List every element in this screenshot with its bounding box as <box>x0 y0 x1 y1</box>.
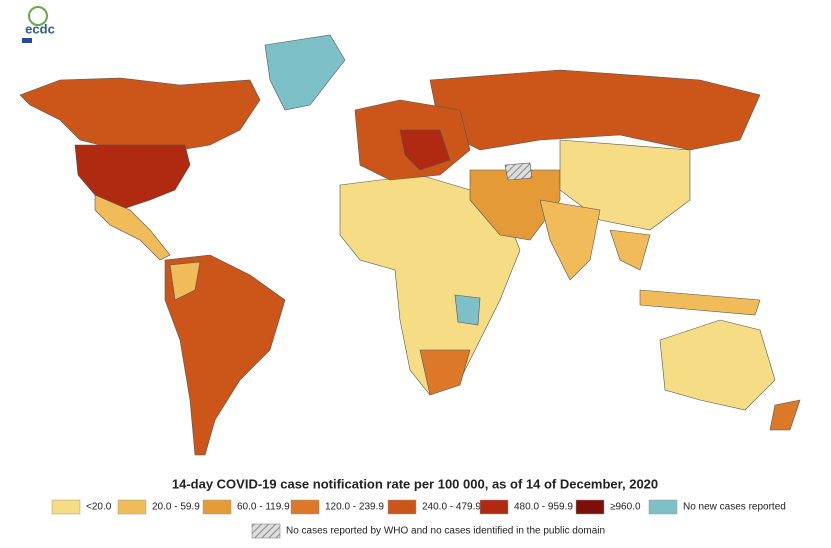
legend-label: ≥960.0 <box>610 502 641 513</box>
legend-swatch <box>51 499 81 515</box>
legend-swatch <box>575 499 605 515</box>
legend-swatch <box>117 499 147 515</box>
legend-label: No new cases reported <box>683 502 786 513</box>
world-map <box>19 34 801 456</box>
legend-swatch <box>387 499 417 515</box>
legend-label: <20.0 <box>86 502 112 513</box>
legend-label: 240.0 - 479.9 <box>422 502 481 513</box>
legend-swatch <box>648 499 678 515</box>
legend-swatch <box>202 499 232 515</box>
logo: ecdc <box>22 6 55 43</box>
legend: <20.0 20.0 - 59.9 60.0 - 119.9 120.0 - 239.… <box>51 499 786 515</box>
logo-text: ecdc <box>25 21 55 36</box>
map-title: 14-day COVID-19 case notification rate p… <box>172 476 658 491</box>
legend-swatch <box>290 499 320 515</box>
legend-label: 20.0 - 59.9 <box>152 502 200 513</box>
legend-label: 60.0 - 119.9 <box>237 502 290 513</box>
legend-label: 480.0 - 959.9 <box>514 502 573 513</box>
legend-swatch <box>479 499 509 515</box>
note: No cases reported by WHO and no cases id… <box>286 526 605 537</box>
legend-label: 120.0 - 239.9 <box>325 502 384 513</box>
hatch-swatch <box>251 523 281 539</box>
